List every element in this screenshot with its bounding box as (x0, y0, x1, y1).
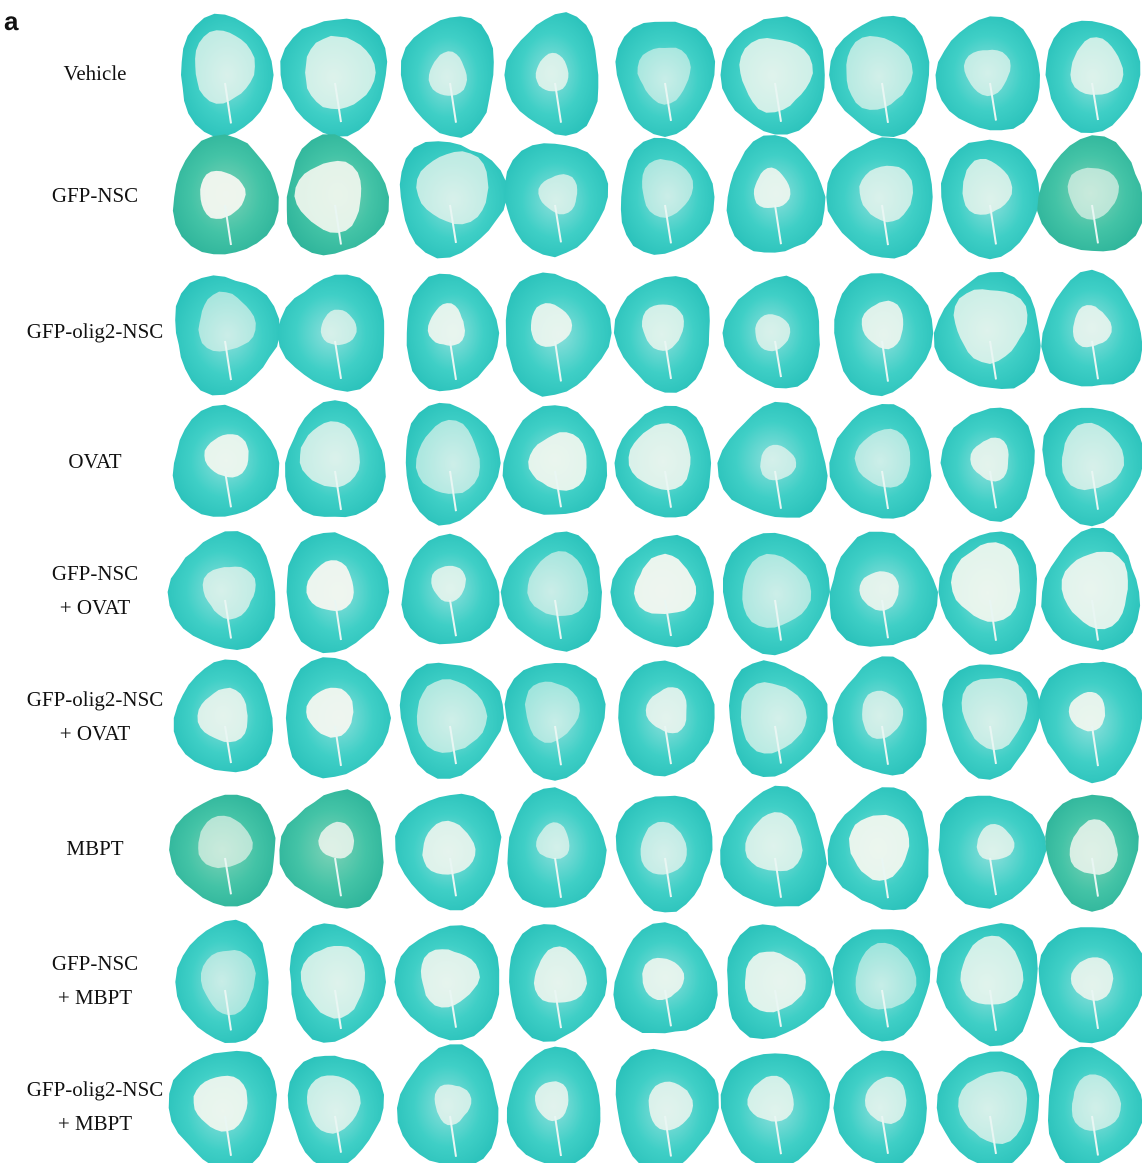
tissue-section (942, 665, 1040, 780)
tissue-section (936, 16, 1041, 130)
tissue-section (173, 134, 279, 254)
tissue-section (181, 14, 274, 137)
tissue-section (830, 532, 938, 647)
tissue-section (1041, 270, 1142, 387)
tissue-section (834, 273, 933, 396)
row-label: GFP-NSC (52, 951, 138, 975)
tissue-section (721, 1053, 830, 1163)
row-label: + OVAT (60, 595, 131, 619)
tissue-section (401, 16, 494, 137)
tissue-section (1038, 662, 1142, 784)
figure: a Vehicle GFP-NSC GFP-olig2-NSC OVAT GFP-NSC… (0, 0, 1142, 1163)
tissue-section (934, 272, 1041, 389)
tissue-section (401, 534, 499, 645)
tissue-section (618, 661, 714, 777)
tissue-section (174, 660, 273, 773)
tissue-section (727, 135, 826, 253)
tissue-section (290, 923, 386, 1042)
tissue-section (288, 1056, 384, 1163)
tissue-section (507, 1047, 601, 1163)
tissue-section (175, 920, 268, 1043)
tissue-section (1046, 21, 1141, 133)
tissue-section (505, 663, 606, 781)
row-label: GFP-olig2-NSC (27, 319, 164, 343)
tissue-section (397, 1044, 498, 1163)
tissue-section (614, 276, 710, 393)
tissue-section (169, 795, 275, 907)
tissue-section (621, 138, 715, 255)
tissue-section (278, 275, 385, 392)
panel-label: a (4, 6, 19, 36)
tissue-section (829, 404, 931, 519)
tissue-section (400, 141, 507, 258)
row-label: + OVAT (60, 721, 131, 745)
tissue-section (941, 408, 1035, 522)
tissue-section (833, 1051, 927, 1163)
tissue-section (937, 1052, 1039, 1163)
tissue-section (717, 402, 827, 518)
tissue-section (1039, 927, 1142, 1043)
tissue-section (828, 787, 929, 910)
tissue-section (826, 137, 932, 258)
tissue-section (287, 532, 390, 653)
tissue-section (286, 657, 391, 778)
row-label: Vehicle (64, 61, 127, 85)
tissue-section (279, 789, 383, 908)
tissue-section (507, 787, 606, 907)
tissue-section (615, 406, 712, 518)
tissue-section (1042, 408, 1142, 526)
tissue-section (173, 405, 280, 517)
tissue-section (280, 19, 387, 137)
tissue-section (509, 924, 607, 1042)
row-label: GFP-olig2-NSC (27, 1077, 164, 1101)
tissue-section (615, 22, 715, 137)
row-label: + MBPT (58, 1111, 132, 1135)
row-label: OVAT (68, 449, 121, 473)
tissue-section (506, 273, 612, 397)
tissue-section (936, 923, 1037, 1046)
row-label: GFP-olig2-NSC (27, 687, 164, 711)
tissue-section (1037, 135, 1142, 251)
tissue-section (1041, 528, 1140, 650)
tissue-section (407, 274, 500, 392)
tissue-section (406, 403, 501, 526)
tissue-section (501, 532, 602, 652)
tissue-section (939, 796, 1047, 909)
tissue-section (395, 925, 500, 1040)
tissue-section (720, 786, 827, 907)
row-label: + MBPT (58, 985, 132, 1009)
tissue-section (395, 794, 501, 911)
tissue-section (829, 16, 929, 137)
tissue-section (503, 405, 607, 515)
tissue-section (504, 12, 598, 136)
tissue-section (729, 660, 828, 777)
tissue-section (1048, 1047, 1142, 1163)
row-label: GFP-NSC (52, 561, 138, 585)
row-label: MBPT (66, 836, 123, 860)
row-label: GFP-NSC (52, 183, 138, 207)
tissue-section (616, 1049, 719, 1163)
tissue-section (285, 400, 386, 517)
tissue-section (169, 1051, 277, 1163)
tissue-section (400, 663, 504, 779)
tissue-section (616, 796, 713, 913)
tissue-section (723, 533, 830, 655)
tissue-section (168, 531, 276, 650)
tissue-section (1045, 795, 1139, 912)
tissue-section (175, 275, 280, 395)
tissue-section (727, 924, 833, 1039)
tissue-section (941, 140, 1040, 260)
tissue-section (833, 929, 931, 1041)
tissue-section (723, 276, 820, 389)
tissue-section (938, 532, 1037, 655)
tissue-section (504, 143, 608, 257)
tissue-section (833, 656, 927, 775)
tissue-section (610, 535, 714, 647)
tissue-section (721, 16, 825, 134)
tissue-section (287, 134, 389, 255)
tissue-section (613, 922, 717, 1033)
